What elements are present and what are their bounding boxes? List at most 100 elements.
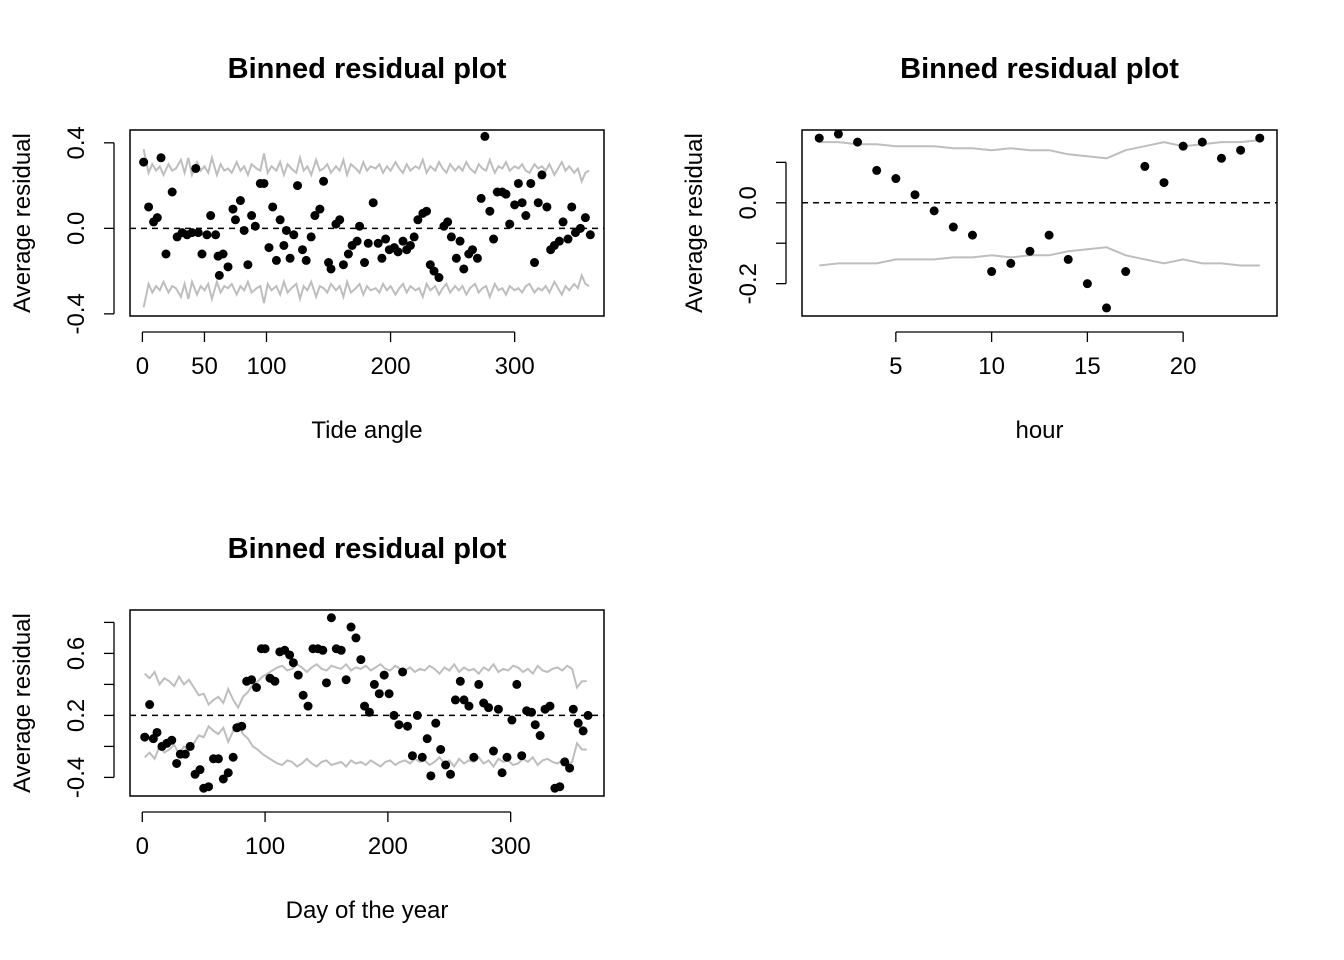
residual-point — [318, 645, 328, 655]
residual-point — [505, 219, 515, 229]
residual-point — [488, 746, 498, 756]
residual-point — [1025, 246, 1035, 256]
residual-point — [563, 234, 573, 244]
residual-point — [260, 644, 270, 654]
residual-point — [948, 222, 958, 232]
x-tick-label: 200 — [371, 353, 411, 380]
residual-point — [580, 213, 590, 223]
residual-point — [436, 745, 446, 754]
residual-point — [298, 690, 308, 700]
residual-point — [517, 751, 527, 761]
residual-point — [459, 695, 469, 705]
residual-point — [814, 133, 824, 143]
residual-point — [409, 232, 419, 242]
residual-point — [319, 176, 329, 186]
residual-point — [161, 249, 171, 259]
residual-point — [360, 701, 370, 711]
residual-point — [247, 211, 257, 221]
residual-point — [293, 670, 303, 680]
residual-point — [446, 232, 456, 242]
plot-frame — [129, 609, 605, 797]
lower-bound-line — [819, 246, 1260, 267]
residual-point — [185, 741, 195, 751]
residual-point — [251, 683, 261, 692]
residual-point — [521, 211, 531, 221]
residual-point — [389, 710, 399, 720]
residual-point — [542, 202, 552, 212]
residual-point — [429, 266, 439, 276]
y-tick-label: -0.2 — [735, 263, 762, 304]
residual-point — [377, 253, 387, 263]
residual-point — [239, 225, 249, 235]
residual-point — [485, 206, 495, 216]
residual-point — [393, 247, 403, 257]
residual-point — [480, 131, 490, 141]
residual-point — [1216, 153, 1226, 163]
residual-point — [360, 258, 370, 268]
residual-point — [321, 678, 331, 688]
y-tick-label: 0.6 — [63, 637, 90, 670]
residual-point — [230, 215, 240, 225]
residual-point — [443, 217, 453, 227]
residual-point — [197, 249, 207, 259]
residual-point — [533, 198, 543, 208]
residual-point — [833, 129, 843, 139]
residual-point — [537, 170, 547, 180]
plot-area — [130, 148, 604, 308]
residual-point — [1082, 279, 1092, 289]
residual-point — [403, 721, 413, 731]
residual-point — [527, 707, 537, 717]
x-tick-label: 200 — [368, 833, 408, 860]
residual-point — [398, 236, 408, 246]
residual-point — [1159, 178, 1169, 188]
residual-point — [441, 760, 451, 770]
y-axis-label: Average residual — [9, 613, 36, 793]
residual-point — [507, 715, 517, 725]
residual-point — [343, 249, 353, 259]
residual-point — [558, 217, 568, 227]
residual-point — [1197, 137, 1207, 147]
x-tick-label: 100 — [246, 353, 286, 380]
x-axis-label: Tide angle — [311, 417, 422, 444]
y-axis-label: Average residual — [681, 133, 708, 313]
residual-point — [513, 178, 523, 188]
residual-point — [279, 240, 289, 250]
residual-point — [891, 174, 901, 184]
residual-point — [237, 721, 247, 731]
residual-point — [293, 181, 303, 191]
residual-point — [379, 670, 389, 680]
residual-point — [455, 676, 465, 686]
residual-point — [346, 622, 356, 632]
residual-point — [469, 752, 479, 762]
residual-point — [451, 253, 461, 263]
residual-point — [228, 204, 238, 214]
residual-point — [288, 658, 298, 668]
residual-point — [412, 710, 422, 720]
chart-panel-3: Binned residual plot Day of the year Avera… — [9, 533, 605, 924]
plot-frame — [801, 129, 1278, 317]
residual-point — [145, 700, 155, 710]
residual-point — [573, 718, 583, 728]
residual-point — [450, 695, 460, 705]
residual-point — [275, 215, 285, 225]
residual-point — [476, 193, 486, 203]
residual-point — [535, 731, 545, 741]
residual-point — [368, 198, 378, 208]
residual-point — [459, 264, 469, 274]
residual-point — [1063, 254, 1073, 264]
residual-point — [484, 703, 494, 713]
residual-point — [259, 178, 269, 188]
residual-point — [394, 720, 404, 730]
residual-point — [910, 190, 920, 200]
residual-point — [289, 230, 299, 240]
residual-point — [211, 230, 221, 240]
residual-point — [228, 752, 238, 762]
residual-point — [152, 727, 162, 737]
residual-point — [356, 655, 366, 665]
residual-point — [139, 157, 149, 167]
residual-point — [493, 704, 503, 714]
x-tick-label: 300 — [495, 353, 535, 380]
x-tick-label: 50 — [191, 353, 218, 380]
residual-point — [243, 260, 253, 270]
residual-point — [554, 236, 564, 246]
